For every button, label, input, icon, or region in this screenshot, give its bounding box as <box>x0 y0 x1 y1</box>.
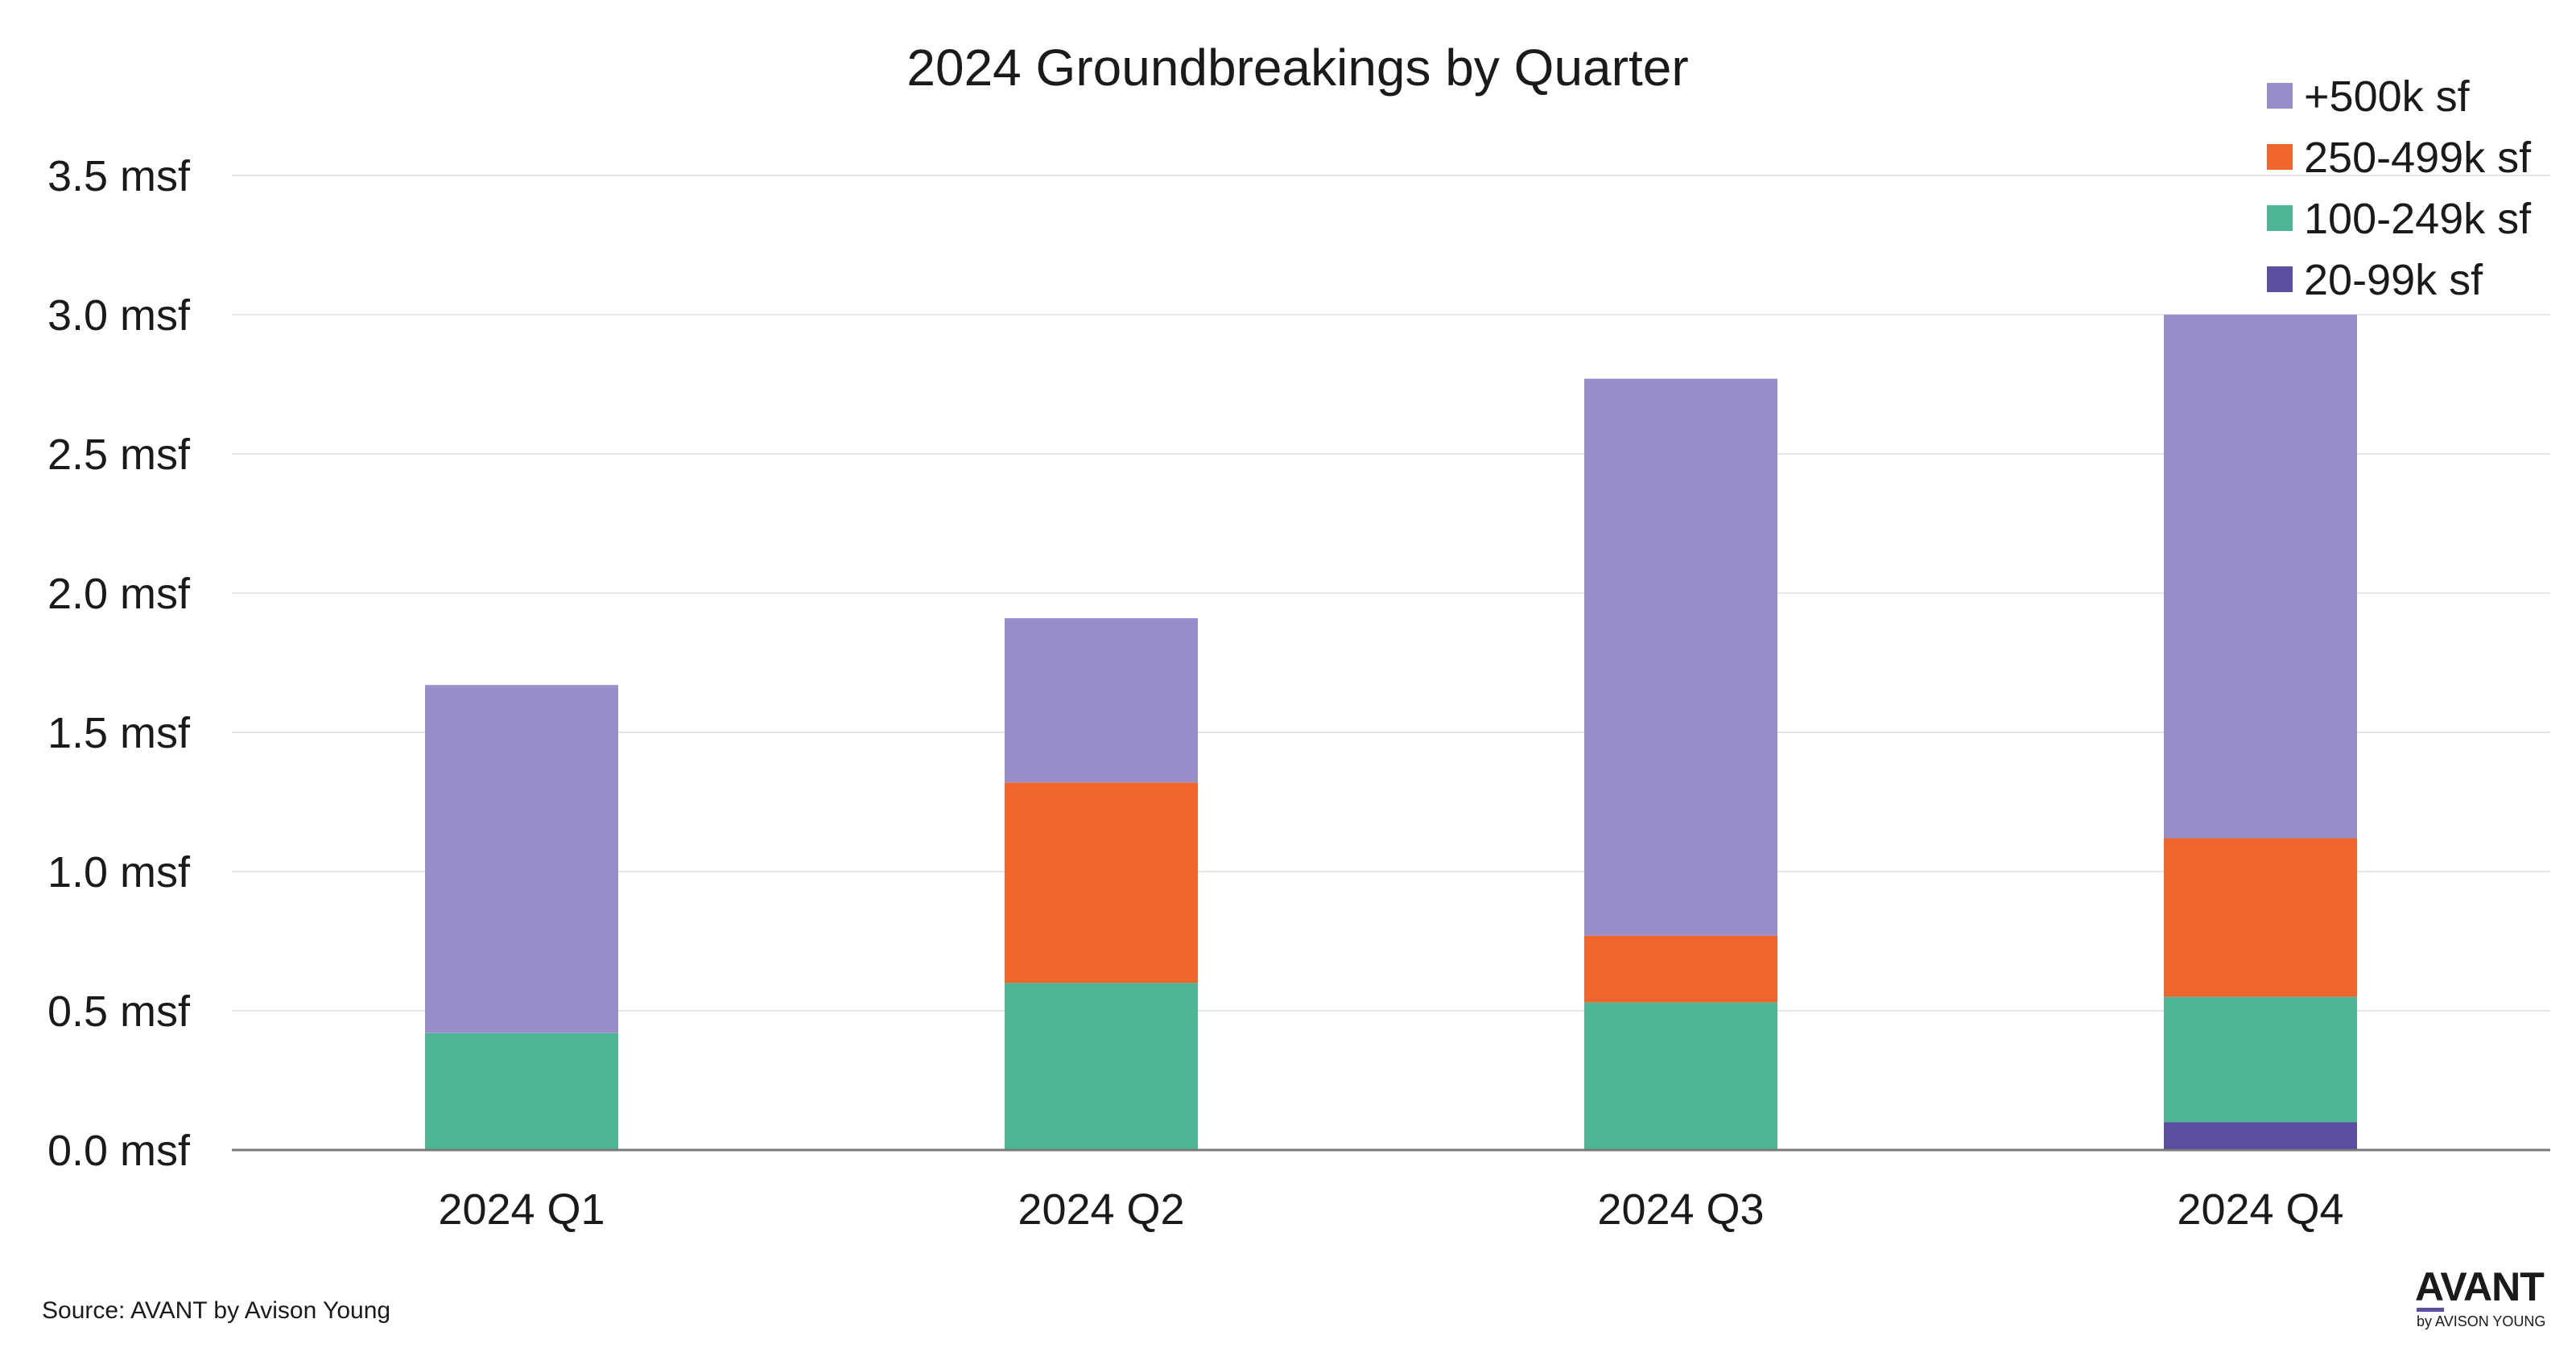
logo-wordmark: AVANT <box>2415 1264 2545 1309</box>
y-tick-label: 1.0 msf <box>47 848 191 897</box>
y-tick-label: 2.0 msf <box>47 570 191 618</box>
x-tick-label: 2024 Q1 <box>438 1185 605 1234</box>
y-axis-ticks: 0.0 msf 0.5 msf 1.0 msf 1.5 msf 2.0 msf 2.5 m… <box>47 152 191 1175</box>
y-tick-label: 0.5 msf <box>47 987 191 1036</box>
logo-byline: by AVISON YOUNG <box>2417 1313 2546 1329</box>
x-axis-ticks: 2024 Q1 2024 Q2 2024 Q3 2024 Q4 <box>438 1185 2343 1234</box>
bars <box>425 315 2357 1150</box>
legend-swatch <box>2267 83 2293 109</box>
source-note: Source: AVANT by Avison Young <box>42 1297 391 1324</box>
legend-label: 20-99k sf <box>2304 256 2483 304</box>
bar-segment <box>1584 378 1777 936</box>
legend-label: +500k sf <box>2304 72 2471 121</box>
bar-segment <box>1005 782 1198 983</box>
legend-swatch <box>2267 144 2293 170</box>
bar-segment <box>1584 1002 1777 1150</box>
x-tick-label: 2024 Q2 <box>1018 1185 1184 1234</box>
bar-segment <box>2164 315 2357 839</box>
x-tick-label: 2024 Q4 <box>2177 1185 2343 1234</box>
legend-swatch <box>2267 266 2293 292</box>
legend-label: 250-499k sf <box>2304 134 2532 182</box>
stacked-bar-chart: 2024 Groundbreakings by Quarter 0.0 msf0… <box>47 39 2550 1234</box>
bar-segment <box>2164 1122 2357 1150</box>
bar-segment <box>425 1033 618 1150</box>
y-tick-label: 0.0 msf <box>47 1127 191 1175</box>
x-tick-label: 2024 Q3 <box>1597 1185 1764 1234</box>
y-tick-label: 3.5 msf <box>47 152 191 200</box>
bar-segment <box>2164 996 2357 1123</box>
legend-swatch <box>2267 205 2293 231</box>
y-tick-label: 3.0 msf <box>47 291 191 340</box>
bar-segment <box>2164 838 2357 997</box>
bar-segment <box>425 685 618 1033</box>
y-tick-label: 1.5 msf <box>47 709 191 757</box>
y-tick-label: 2.5 msf <box>47 431 191 479</box>
legend: +500k sf 250-499k sf 100-249k sf 20-99k sf <box>2267 72 2532 304</box>
chart-title: 2024 Groundbreakings by Quarter <box>906 39 1688 97</box>
bar-segment <box>1005 618 1198 783</box>
avant-logo: AVANT by AVISON YOUNG <box>2415 1267 2553 1331</box>
bar-segment <box>1584 935 1777 1003</box>
bar-segment <box>1005 983 1198 1150</box>
logo-accent-bar <box>2417 1308 2444 1312</box>
legend-label: 100-249k sf <box>2304 195 2532 243</box>
